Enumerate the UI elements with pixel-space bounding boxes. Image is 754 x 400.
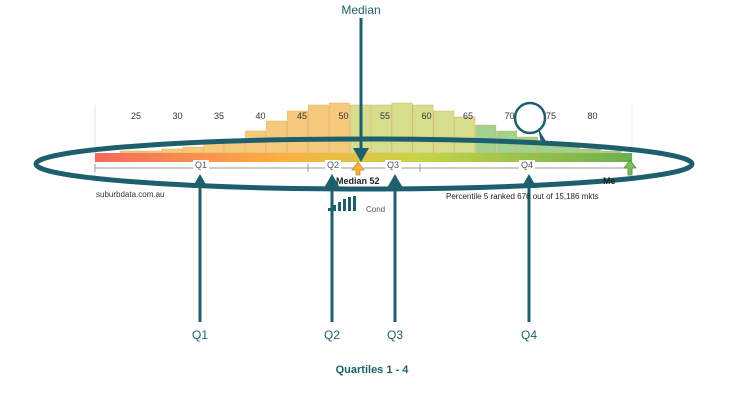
median-value-label: Median 52 xyxy=(336,176,380,186)
scale-tick-80: 80 xyxy=(587,111,598,121)
q2-callout-arrow xyxy=(324,174,340,322)
scale-tick-45: 45 xyxy=(296,111,308,121)
scale-tick-75: 75 xyxy=(545,111,557,121)
histogram-bar xyxy=(454,116,476,154)
inline-q2: Q2 xyxy=(324,160,342,170)
inline-q1: Q1 xyxy=(192,160,210,170)
mini-bars-icon xyxy=(328,196,356,211)
scale-tick-70: 70 xyxy=(504,111,515,121)
scale-tick-50: 50 xyxy=(338,111,349,121)
histogram-bar xyxy=(266,120,287,154)
scale-tick-65: 65 xyxy=(462,111,474,121)
median-marker-icon xyxy=(351,161,365,176)
inline-q4: Q4 xyxy=(518,160,536,170)
inline-q3: Q3 xyxy=(384,160,402,170)
scale-tick-25: 25 xyxy=(130,111,142,121)
scale-tick-55: 55 xyxy=(379,111,391,121)
histogram-bar xyxy=(579,148,601,154)
median-title: Median xyxy=(341,3,381,17)
end-marker-icon xyxy=(623,159,637,176)
source-label: suburbdata.com.au xyxy=(96,190,165,199)
histogram-bar xyxy=(203,142,225,154)
scale-tick-35: 35 xyxy=(213,111,225,121)
histogram-bar xyxy=(433,110,455,154)
histogram-bar xyxy=(119,150,141,154)
q3-callout-arrow xyxy=(387,174,403,322)
callout-q2: Q2 xyxy=(323,328,341,342)
histogram-bar xyxy=(140,150,162,154)
callout-q1: Q1 xyxy=(191,328,209,342)
scale-tick-60: 60 xyxy=(421,111,432,121)
histogram-bar xyxy=(161,148,183,154)
histogram-bar xyxy=(559,146,580,154)
highlight-ellipse xyxy=(33,136,695,192)
callout-q4: Q4 xyxy=(520,328,538,342)
magnifier-icon xyxy=(513,101,547,143)
histogram-bar xyxy=(182,146,204,154)
histogram-bar xyxy=(391,102,413,154)
histogram-bar xyxy=(308,104,329,154)
partial-text: Cond xyxy=(366,205,386,214)
histogram-bar xyxy=(600,150,622,154)
right-truncated-label: Me xyxy=(603,176,616,186)
median-callout-arrow xyxy=(353,18,369,162)
caption: Quartiles 1 - 4 xyxy=(335,364,409,376)
q4-callout-arrow xyxy=(521,174,537,322)
scale-tick-30: 30 xyxy=(172,111,183,121)
ranking-text: Percentile 5 ranked 676 out of 15,186 mk… xyxy=(446,192,599,201)
callout-q3: Q3 xyxy=(386,328,404,342)
scale-tick-40: 40 xyxy=(255,111,266,121)
q1-callout-arrow xyxy=(192,174,208,322)
